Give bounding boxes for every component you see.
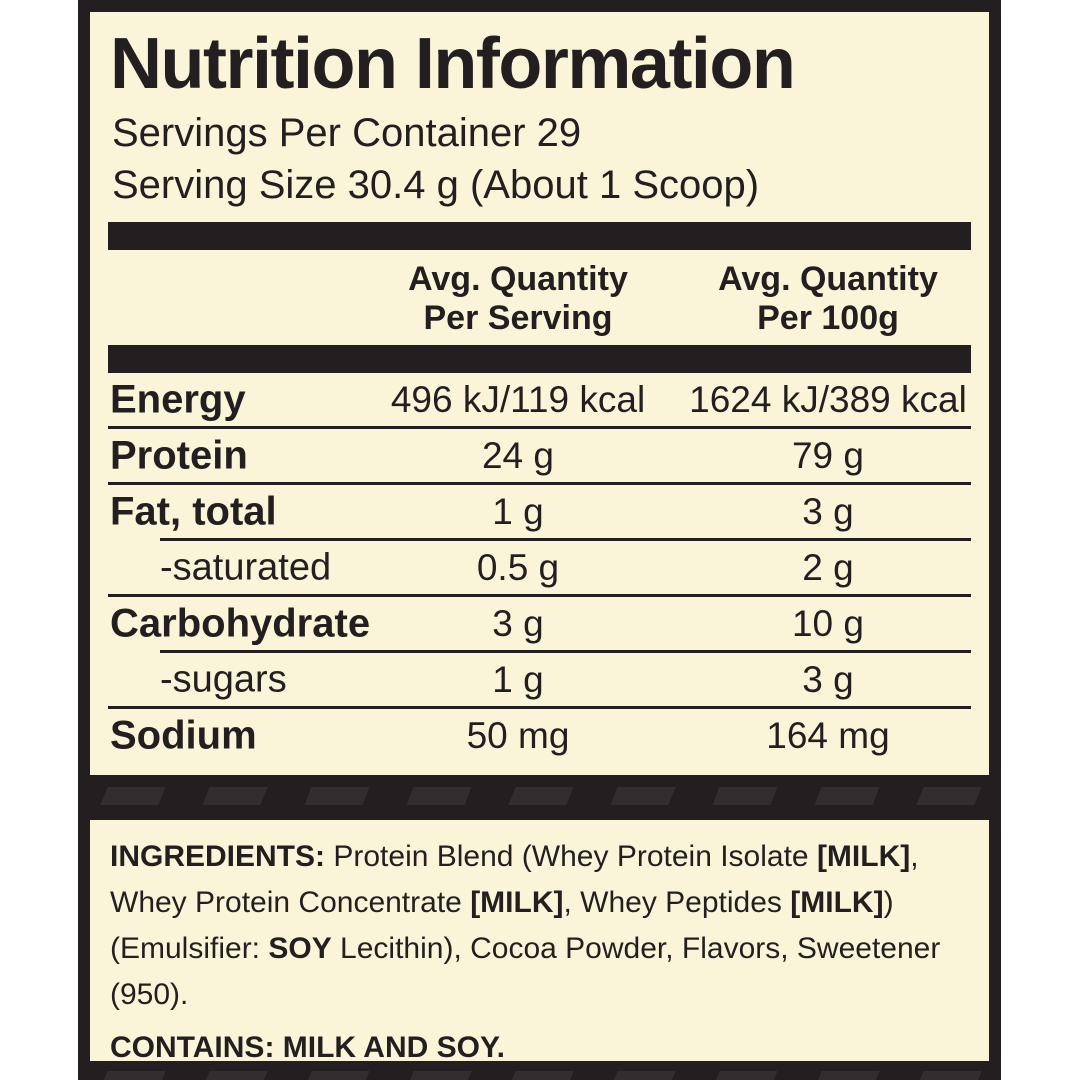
row-label: Carbohydrate [110, 601, 371, 645]
row-value-per-serving: 24 g [481, 434, 554, 476]
stripe-shape [508, 1071, 574, 1080]
ingredients-panel: INGREDIENTS: Protein Blend (Whey Protein… [90, 820, 989, 1064]
row-divider [108, 426, 971, 429]
row-divider-indented [160, 650, 971, 653]
stripe-shape [304, 1071, 370, 1080]
stripe-shape [304, 787, 370, 805]
nutrition-table: Energy 496 kJ/119 kcal 1624 kJ/389 kcal … [108, 373, 971, 762]
column-header-line: Per 100g [757, 299, 899, 337]
ingredient-segment: INGREDIENTS: [110, 840, 334, 873]
row-label: Fat, total [110, 489, 277, 533]
stripe-shape [712, 787, 778, 805]
row-divider [108, 706, 971, 709]
nutrition-label: Nutrition Information Servings Per Conta… [78, 0, 1001, 1080]
row-value-per-100g: 10 g [791, 602, 864, 644]
stripe-shape [916, 787, 982, 805]
row-label: Energy [110, 377, 246, 421]
row-divider [108, 594, 971, 597]
stripe-shape [100, 1071, 166, 1080]
table-row-sodium: Sodium 50 mg 164 mg [108, 709, 971, 762]
ingredient-segment: [MILK] [470, 886, 564, 919]
table-row-protein: Protein 24 g 79 g [108, 429, 971, 482]
column-headers: Avg. Quantity Per Serving Avg. Quantity … [108, 260, 971, 344]
stripe-shape [814, 787, 880, 805]
row-value-per-serving: 1 g [492, 658, 544, 700]
row-value-per-100g: 2 g [802, 546, 854, 588]
stripe-shape [610, 1071, 676, 1080]
stripe-shape [712, 1071, 778, 1080]
row-divider [108, 482, 971, 485]
column-header-per-100g: Avg. Quantity Per 100g [686, 260, 970, 338]
row-value-per-100g: 1624 kJ/389 kcal [689, 378, 967, 420]
stripe-shape [202, 787, 268, 805]
stripe-shape [100, 787, 166, 805]
ingredients-text: INGREDIENTS: Protein Blend (Whey Protein… [110, 834, 969, 1018]
stripe-shape [202, 1071, 268, 1080]
page-title: Nutrition Information [110, 24, 796, 104]
table-row-fat-total: Fat, total 1 g 3 g [108, 485, 971, 538]
column-header-line: Avg. Quantity [718, 260, 938, 298]
row-label: -sugars [160, 658, 287, 700]
row-value-per-100g: 3 g [802, 658, 854, 700]
row-value-per-serving: 496 kJ/119 kcal [390, 378, 646, 420]
column-header-per-serving: Avg. Quantity Per Serving [376, 260, 660, 338]
ingredient-segment: , Whey Peptides [563, 886, 791, 919]
stripe-shape [814, 1071, 880, 1080]
serving-size: Serving Size 30.4 g (About 1 Scoop) [112, 163, 760, 207]
hazard-stripe-divider-top [90, 787, 989, 805]
table-row-sugars: -sugars 1 g 3 g [108, 653, 971, 706]
row-value-per-100g: 79 g [791, 434, 864, 476]
ingredient-segment: ) (Emulsifier: [110, 886, 894, 965]
stripe-shape [916, 1071, 982, 1080]
row-value-per-serving: 0.5 g [476, 546, 560, 588]
ingredient-segment: , Whey Protein Concentrate [110, 840, 919, 919]
row-label: -saturated [160, 546, 332, 588]
row-label: Sodium [110, 713, 257, 757]
stripe-shape [508, 787, 574, 805]
row-value-per-serving: 50 mg [466, 714, 570, 756]
column-header-line: Per Serving [423, 299, 613, 337]
table-row-saturated-fat: -saturated 0.5 g 2 g [108, 541, 971, 594]
row-divider-indented [160, 538, 971, 541]
ingredient-segment: Lecithin), Cocoa Powder, Flavors, Sweete… [110, 932, 941, 1011]
column-header-line: Avg. Quantity [408, 260, 628, 298]
ingredient-segment: Protein Blend (Whey Protein Isolate [333, 840, 817, 873]
stripe-shape [610, 787, 676, 805]
ingredient-segment: [MILK] [790, 886, 884, 919]
nutrition-facts-panel: Nutrition Information Servings Per Conta… [90, 12, 989, 775]
servings-per-container: Servings Per Container 29 [112, 111, 582, 155]
allergen-contains-statement: CONTAINS: MILK AND SOY. [110, 1031, 505, 1064]
row-value-per-serving: 1 g [492, 490, 544, 532]
separator-bar-bottom [108, 345, 971, 373]
ingredient-segment: [MILK] [816, 840, 911, 873]
separator-bar-top [108, 222, 971, 250]
row-label: Protein [110, 433, 248, 477]
table-row-carbohydrate: Carbohydrate 3 g 10 g [108, 597, 971, 650]
ingredient-segment: SOY [268, 932, 332, 965]
table-row-energy: Energy 496 kJ/119 kcal 1624 kJ/389 kcal [108, 373, 971, 426]
stripe-shape [406, 787, 472, 805]
row-value-per-serving: 3 g [492, 602, 544, 644]
row-value-per-100g: 164 mg [766, 714, 890, 756]
hazard-stripe-divider-bottom [90, 1071, 989, 1080]
stripe-shape [406, 1071, 472, 1080]
row-value-per-100g: 3 g [802, 490, 854, 532]
